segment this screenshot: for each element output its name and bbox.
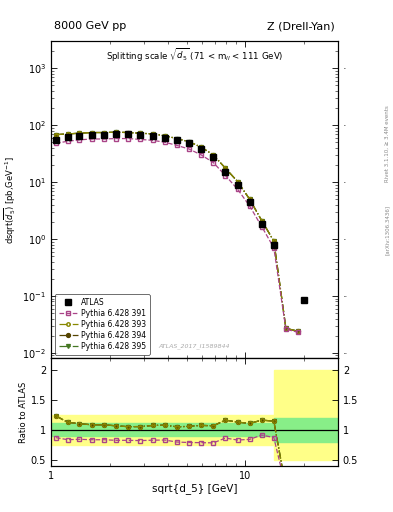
Bar xyxy=(51,415,274,445)
Text: 8000 GeV pp: 8000 GeV pp xyxy=(54,22,126,31)
Bar xyxy=(274,370,338,460)
Text: ATLAS_2017_I1589844: ATLAS_2017_I1589844 xyxy=(159,343,230,349)
Text: Z (Drell-Yan): Z (Drell-Yan) xyxy=(267,22,335,31)
Y-axis label: Ratio to ATLAS: Ratio to ATLAS xyxy=(19,381,28,443)
Y-axis label: d$\sigma$
dsqrt($\overline{d_5}$) [pb,GeV$^{-1}$]: d$\sigma$ dsqrt($\overline{d_5}$) [pb,Ge… xyxy=(0,156,18,244)
Text: [arXiv:1306.3436]: [arXiv:1306.3436] xyxy=(385,205,390,255)
Bar xyxy=(51,423,274,436)
Bar xyxy=(274,418,338,442)
Text: Splitting scale $\sqrt{d_5}$ (71 < m$_{ll}$ < 111 GeV): Splitting scale $\sqrt{d_5}$ (71 < m$_{l… xyxy=(106,47,283,65)
Legend: ATLAS, Pythia 6.428 391, Pythia 6.428 393, Pythia 6.428 394, Pythia 6.428 395: ATLAS, Pythia 6.428 391, Pythia 6.428 39… xyxy=(55,294,150,355)
Text: Rivet 3.1.10, ≥ 3.4M events: Rivet 3.1.10, ≥ 3.4M events xyxy=(385,105,390,182)
X-axis label: sqrt{d_5} [GeV]: sqrt{d_5} [GeV] xyxy=(152,483,237,495)
